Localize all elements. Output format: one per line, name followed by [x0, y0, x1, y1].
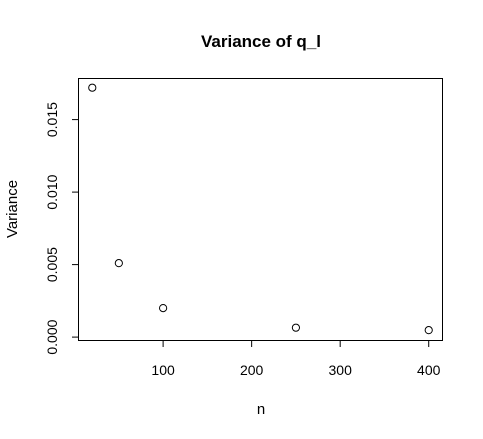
x-tick-label: 100: [151, 362, 175, 378]
data-point: [159, 304, 168, 313]
data-point: [88, 83, 97, 92]
x-tick-label: 200: [240, 362, 264, 378]
x-axis: 100 200 300 400: [151, 340, 441, 378]
x-axis-label: n: [257, 401, 265, 418]
chart-title: Variance of q_l: [201, 32, 321, 51]
x-tick-label: 400: [417, 362, 441, 378]
y-tick-label: 0.015: [44, 102, 60, 137]
y-axis-label: Variance: [4, 180, 21, 238]
data-point: [291, 323, 301, 332]
data-points: [88, 83, 433, 335]
data-point: [424, 326, 433, 335]
plot-frame: [78, 78, 443, 341]
y-tick-label: 0.005: [44, 247, 60, 282]
y-tick-label: 0.000: [44, 319, 60, 354]
x-tick-label: 300: [329, 362, 353, 378]
data-point: [114, 259, 123, 268]
y-axis: 0.000 0.005 0.010 0.015: [44, 102, 79, 355]
y-tick-label: 0.010: [44, 174, 60, 209]
